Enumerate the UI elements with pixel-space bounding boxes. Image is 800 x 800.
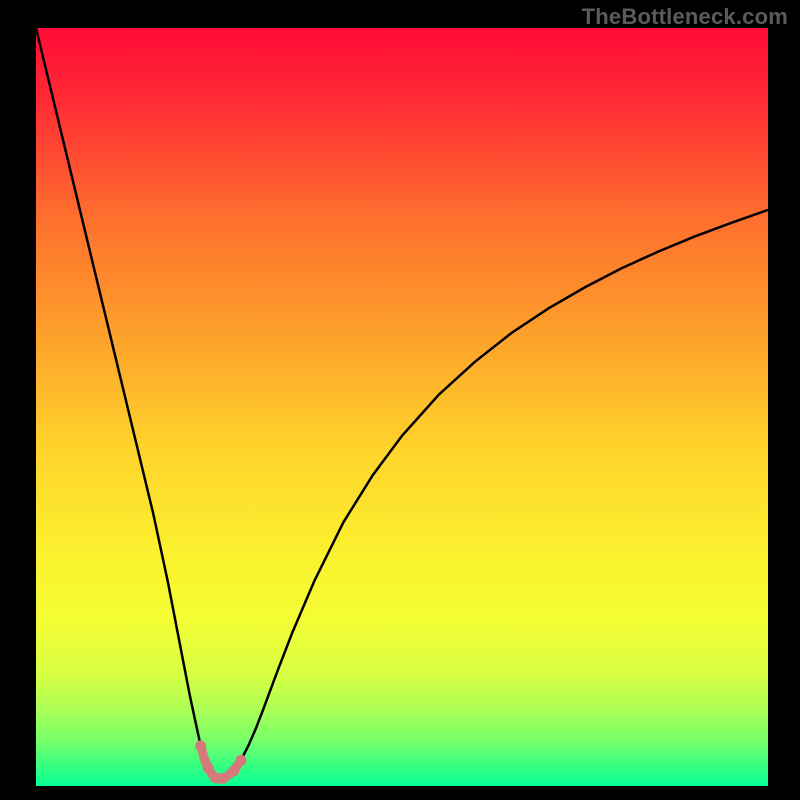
marker-point — [236, 755, 246, 765]
plot-area — [36, 28, 768, 786]
marker-point — [196, 741, 206, 751]
marker-point — [218, 773, 228, 783]
marker-point — [229, 766, 239, 776]
marker-point — [203, 763, 213, 773]
chart-svg — [36, 28, 768, 786]
watermark-text: TheBottleneck.com — [582, 4, 788, 30]
chart-frame: TheBottleneck.com — [0, 0, 800, 800]
bottleneck-curve — [36, 28, 768, 779]
